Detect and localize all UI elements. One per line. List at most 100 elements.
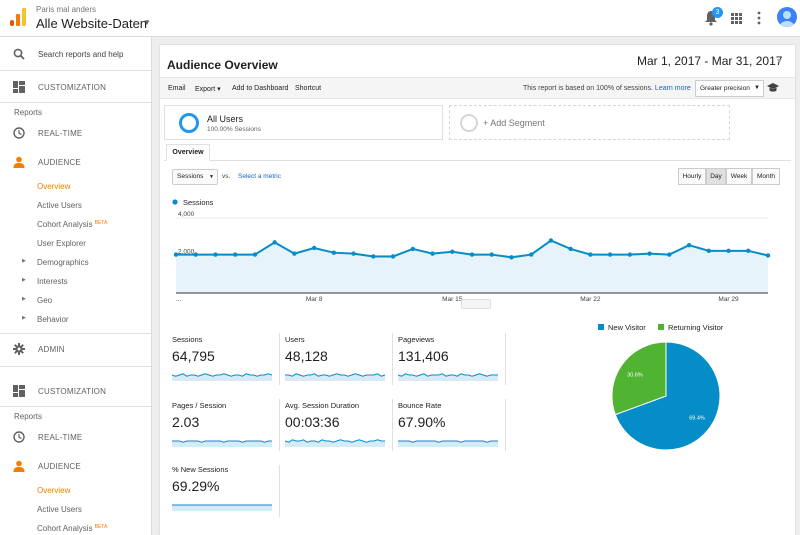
sidebar-item-audience[interactable]: AUDIENCE	[0, 156, 151, 170]
visitor-pie-chart: 69.4% 30.6%	[611, 341, 721, 451]
user-avatar[interactable]	[777, 7, 797, 27]
legend-swatch	[658, 324, 664, 330]
date-range-caret-icon[interactable]: ▼	[776, 58, 783, 65]
cohort-label: Cohort Analysis	[37, 524, 93, 533]
kpi-label: Users	[285, 335, 305, 344]
kpi-sparkline	[398, 373, 498, 381]
sidebar-item-customization[interactable]: CUSTOMIZATION	[0, 81, 151, 95]
kpi-card[interactable]: Avg. Session Duration 00:03:36	[273, 393, 385, 468]
kpi-label: Bounce Rate	[398, 401, 442, 410]
granularity-week[interactable]: Week	[726, 168, 752, 185]
tab-overview[interactable]: Overview	[166, 144, 210, 161]
sidebar-item-cohort-analysis[interactable]: Cohort Analysis BETA	[37, 220, 107, 229]
email-button[interactable]: Email	[168, 85, 186, 92]
metric-select[interactable]: Sessions ▼	[172, 169, 218, 185]
data-point	[213, 252, 218, 257]
precision-select[interactable]: Greater precision ▼	[695, 80, 764, 97]
expand-triangle-icon[interactable]: ▶	[22, 258, 26, 264]
kpi-label: Pages / Session	[172, 401, 227, 410]
view-selector-caret-icon[interactable]: ▼	[143, 18, 151, 27]
granularity-day[interactable]: Day	[706, 168, 726, 185]
sidebar-item-interests[interactable]: Interests	[37, 277, 68, 286]
kpi-card[interactable]: Pageviews 131,406	[386, 327, 498, 402]
data-point	[469, 252, 475, 257]
kpi-value: 64,795	[172, 348, 215, 364]
sidebar-item-active-users[interactable]: Active Users	[37, 505, 82, 514]
legend-swatch	[598, 324, 604, 330]
export-button[interactable]: Export ▾	[195, 86, 221, 93]
sidebar-item-audience[interactable]: AUDIENCE	[0, 460, 151, 474]
expand-triangle-icon[interactable]: ▶	[22, 296, 26, 302]
kpi-card[interactable]: Pages / Session 2.03	[160, 393, 272, 468]
sidebar-item-overview[interactable]: Overview	[37, 486, 71, 495]
kpi-sparkline	[285, 439, 385, 447]
sidebar-item-admin[interactable]: ADMIN	[0, 343, 151, 357]
data-point	[489, 252, 494, 257]
sidebar-item-geo[interactable]: Geo	[37, 296, 53, 305]
date-range-picker[interactable]: Mar 1, 2017 - Mar 31, 2017	[637, 54, 783, 68]
data-point	[706, 248, 711, 254]
divider	[0, 102, 151, 103]
notifications-badge: 3	[712, 7, 723, 18]
data-point	[430, 251, 435, 256]
add-to-dashboard-button[interactable]: Add to Dashboard	[232, 85, 289, 92]
kpi-label: Sessions	[172, 335, 203, 344]
kpi-value: 2.03	[172, 414, 200, 430]
divider	[0, 333, 151, 334]
segment-name: All Users	[207, 114, 244, 124]
data-point	[667, 252, 672, 257]
legend-new-visitor: New Visitor	[598, 323, 646, 332]
sidebar-item-demographics[interactable]: Demographics	[37, 258, 89, 267]
kpi-card[interactable]: Sessions 64,795	[160, 327, 273, 402]
sidebar-item-overview[interactable]: Overview	[37, 182, 71, 191]
segment-all-users[interactable]: All Users 100.00% Sessions	[164, 105, 443, 140]
granularity-month[interactable]: Month	[752, 168, 780, 185]
add-segment-label: + Add Segment	[483, 118, 545, 128]
sidebar-item-user-explorer[interactable]: User Explorer	[37, 239, 86, 248]
apps-grid-icon[interactable]	[731, 13, 742, 24]
add-segment-button[interactable]: + Add Segment	[449, 105, 730, 140]
divider	[0, 70, 151, 71]
data-point	[410, 246, 415, 252]
analytics-logo-icon[interactable]	[10, 8, 26, 26]
kpi-label: % New Sessions	[172, 465, 229, 474]
sidebar-search[interactable]: Search reports and help	[0, 48, 151, 62]
person-icon	[13, 460, 25, 472]
sidebar-item-realtime[interactable]: REAL-TIME	[0, 127, 151, 141]
data-point	[529, 252, 534, 257]
more-vert-icon[interactable]	[756, 10, 762, 26]
kpi-card[interactable]: % New Sessions 69.29%	[160, 457, 272, 532]
divider	[0, 406, 151, 407]
audience-label: AUDIENCE	[38, 158, 81, 167]
realtime-label: REAL-TIME	[38, 129, 83, 138]
data-point	[450, 249, 455, 254]
shortcut-button[interactable]: Shortcut	[295, 85, 322, 92]
expand-triangle-icon[interactable]: ▶	[22, 315, 26, 321]
sidebar-item-active-users[interactable]: Active Users	[37, 201, 82, 210]
select-metric-link[interactable]: Select a metric	[238, 173, 281, 180]
x-tick-label: ...	[176, 296, 182, 303]
sidebar-item-realtime[interactable]: REAL-TIME	[0, 431, 151, 445]
graduation-cap-icon[interactable]	[767, 83, 779, 93]
kpi-divider	[279, 465, 280, 517]
customization-label: CUSTOMIZATION	[38, 387, 107, 396]
sidebar-item-cohort-analysis[interactable]: Cohort Analysis BETA	[37, 524, 107, 533]
kpi-sparkline	[172, 504, 272, 511]
sidebar-item-customization[interactable]: CUSTOMIZATION	[0, 385, 151, 399]
reports-heading: Reports	[14, 108, 43, 117]
data-point	[331, 250, 337, 255]
sidebar-item-behavior[interactable]: Behavior	[37, 315, 69, 324]
expand-triangle-icon[interactable]: ▶	[22, 277, 26, 283]
clock-icon	[13, 127, 25, 139]
series-legend-dot	[172, 199, 178, 205]
chart-scroll-handle[interactable]	[461, 299, 491, 309]
sparkline-line	[172, 373, 273, 377]
y-tick-label: 2,000	[178, 249, 195, 256]
sampling-note: This report is based on 100% of sessions…	[523, 85, 691, 92]
kpi-card[interactable]: Bounce Rate 67.90%	[386, 393, 498, 468]
learn-more-link[interactable]: Learn more	[654, 85, 691, 92]
kpi-card[interactable]: Users 48,128	[273, 327, 386, 402]
granularity-hourly[interactable]: Hourly	[678, 168, 706, 185]
view-selector[interactable]: Alle Website-Daten	[36, 16, 148, 31]
kpi-sparkline	[172, 373, 273, 381]
